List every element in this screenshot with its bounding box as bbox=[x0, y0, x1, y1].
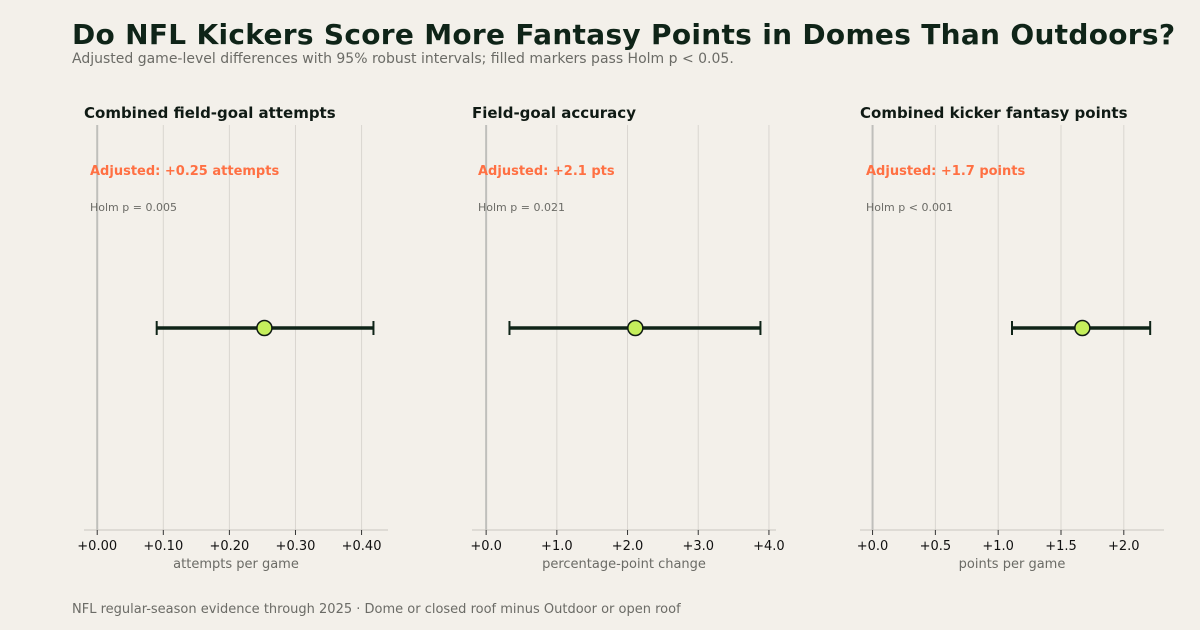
x-tick-label: +0.0 bbox=[470, 539, 502, 554]
x-tick-label: +0.10 bbox=[143, 539, 183, 554]
footer-note: NFL regular-season evidence through 2025… bbox=[72, 602, 681, 617]
x-tick-label: +2.0 bbox=[1108, 539, 1140, 554]
x-tick-label: +0.40 bbox=[342, 539, 382, 554]
page-title: Do NFL Kickers Score More Fantasy Points… bbox=[72, 18, 1176, 51]
x-axis-label: points per game bbox=[959, 557, 1066, 572]
x-tick-label: +0.5 bbox=[920, 539, 952, 554]
adjusted-estimate-label: Adjusted: +1.7 points bbox=[866, 164, 1025, 179]
x-axis-label: attempts per game bbox=[173, 557, 299, 572]
holm-p-value-label: Holm p = 0.005 bbox=[90, 201, 177, 214]
x-tick-label: +0.0 bbox=[857, 539, 889, 554]
x-tick-label: +1.0 bbox=[541, 539, 573, 554]
x-tick-label: +2.0 bbox=[612, 539, 644, 554]
x-tick-label: +0.00 bbox=[77, 539, 117, 554]
panel-title: Combined field-goal attempts bbox=[84, 104, 336, 122]
x-tick-label: +1.0 bbox=[982, 539, 1014, 554]
panel-title: Field-goal accuracy bbox=[472, 104, 636, 122]
x-tick-label: +4.0 bbox=[753, 539, 785, 554]
holm-p-value-label: Holm p < 0.001 bbox=[866, 201, 953, 214]
point-estimate-marker bbox=[256, 319, 273, 337]
x-tick-label: +1.5 bbox=[1045, 539, 1077, 554]
adjusted-estimate-label: Adjusted: +2.1 pts bbox=[478, 164, 615, 179]
adjusted-estimate-label: Adjusted: +0.25 attempts bbox=[90, 164, 279, 179]
x-tick-label: +0.20 bbox=[209, 539, 249, 554]
x-tick-label: +3.0 bbox=[682, 539, 714, 554]
point-estimate-marker bbox=[1074, 319, 1091, 337]
x-tick-label: +0.30 bbox=[276, 539, 316, 554]
holm-p-value-label: Holm p = 0.021 bbox=[478, 201, 565, 214]
panel-title: Combined kicker fantasy points bbox=[860, 104, 1128, 122]
point-estimate-marker bbox=[627, 319, 644, 337]
x-axis-label: percentage-point change bbox=[542, 557, 706, 572]
page-subtitle: Adjusted game-level differences with 95%… bbox=[72, 51, 734, 67]
